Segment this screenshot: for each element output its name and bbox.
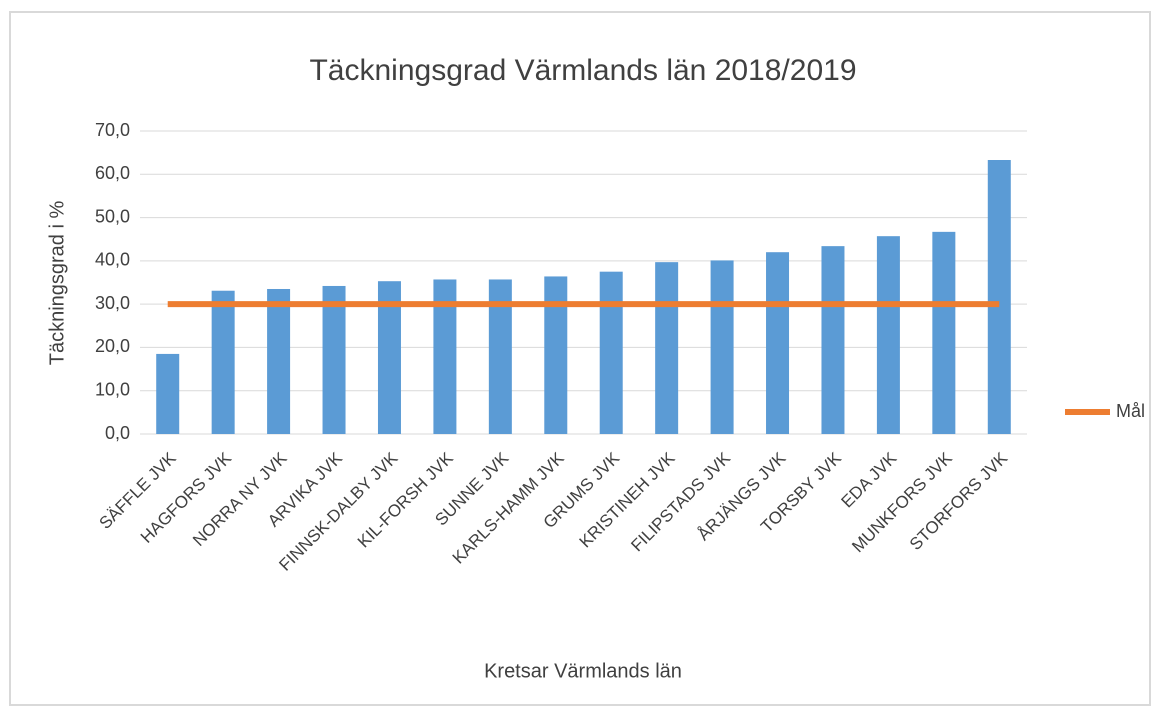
- chart-title: Täckningsgrad Värmlands län 2018/2019: [309, 54, 856, 87]
- y-tick-label: 60,0: [95, 163, 130, 183]
- bar: [322, 285, 346, 434]
- bar: [377, 281, 401, 434]
- bar: [876, 236, 900, 434]
- y-tick-label: 20,0: [95, 336, 130, 356]
- bar: [267, 288, 291, 434]
- legend-label: Mål: [1116, 401, 1145, 421]
- bar: [211, 290, 235, 434]
- y-axis-title: Täckningsgrad i %: [46, 201, 68, 366]
- bar: [932, 231, 956, 434]
- bar: [766, 252, 790, 434]
- chart-border: [9, 11, 1151, 706]
- y-tick-label: 50,0: [95, 206, 130, 226]
- bar: [544, 276, 568, 434]
- bar: [156, 353, 180, 434]
- y-tick-label: 30,0: [95, 293, 130, 313]
- bar: [821, 246, 845, 434]
- y-tick-label: 70,0: [95, 120, 130, 140]
- bar: [710, 260, 734, 434]
- x-axis-title: Kretsar Värmlands län: [484, 660, 682, 682]
- bar: [987, 160, 1011, 434]
- bar: [599, 271, 623, 434]
- bar: [433, 279, 457, 434]
- bar: [655, 262, 679, 434]
- y-tick-label: 40,0: [95, 250, 130, 270]
- y-tick-label: 0,0: [105, 423, 130, 443]
- bar: [488, 279, 512, 434]
- y-tick-label: 10,0: [95, 379, 130, 399]
